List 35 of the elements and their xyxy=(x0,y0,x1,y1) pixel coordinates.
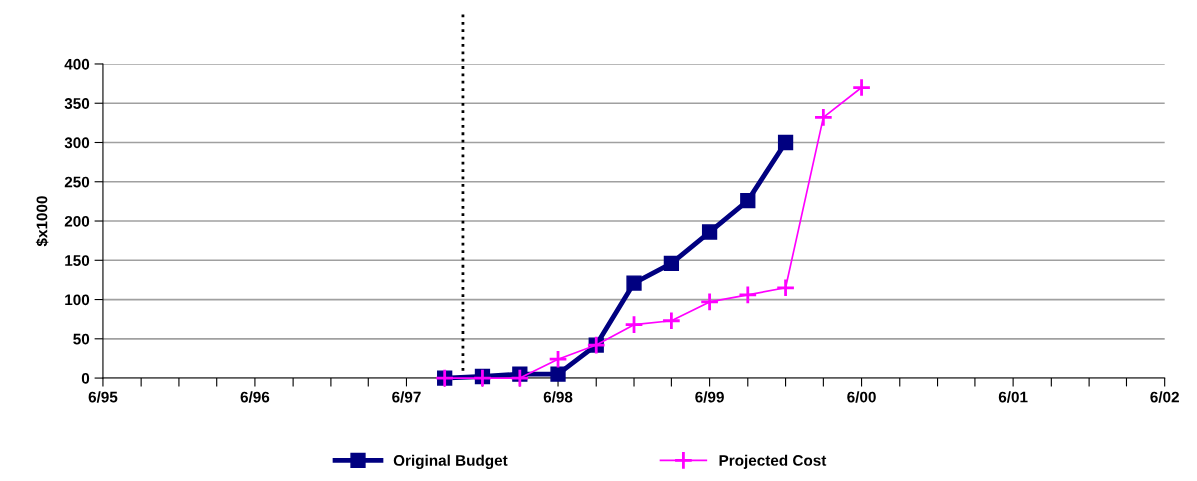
x-tick-label: 6/99 xyxy=(695,391,724,403)
point xyxy=(740,192,756,209)
point xyxy=(550,366,566,382)
x-tick-label: 6/96 xyxy=(240,391,270,403)
x-tick-label: 6/95 xyxy=(88,391,118,403)
legend-label: Projected Cost xyxy=(719,454,827,469)
y-tick-label: 250 xyxy=(64,176,90,188)
y-tick-label: 400 xyxy=(64,58,90,70)
x-tick-label: 6/98 xyxy=(543,391,573,403)
y-tick-label: 50 xyxy=(73,333,90,345)
point xyxy=(813,107,834,128)
point xyxy=(510,368,530,388)
x-tick-label: 6/00 xyxy=(847,391,876,403)
y-tick-label: 350 xyxy=(64,98,90,109)
point xyxy=(701,224,718,240)
legend-label: Original Budget xyxy=(393,454,508,469)
y-tick-label: 100 xyxy=(65,294,90,306)
y-tick-label: 0 xyxy=(81,372,90,384)
point xyxy=(775,278,796,298)
x-tick-label: 6/01 xyxy=(998,391,1028,403)
y-axis-title: $x1000 xyxy=(35,196,49,247)
point xyxy=(777,134,794,151)
x-tick-label: 6/97 xyxy=(392,391,421,403)
y-tick-label: 200 xyxy=(64,215,90,227)
point xyxy=(661,311,682,331)
point xyxy=(851,77,872,98)
y-tick-label: 300 xyxy=(64,137,90,149)
point xyxy=(738,285,758,305)
point xyxy=(626,275,642,291)
point xyxy=(699,292,720,312)
y-tick-label: 150 xyxy=(65,255,90,266)
point xyxy=(663,255,680,272)
point xyxy=(548,349,568,369)
x-tick-label: 6/02 xyxy=(1150,391,1179,403)
point xyxy=(624,314,644,335)
